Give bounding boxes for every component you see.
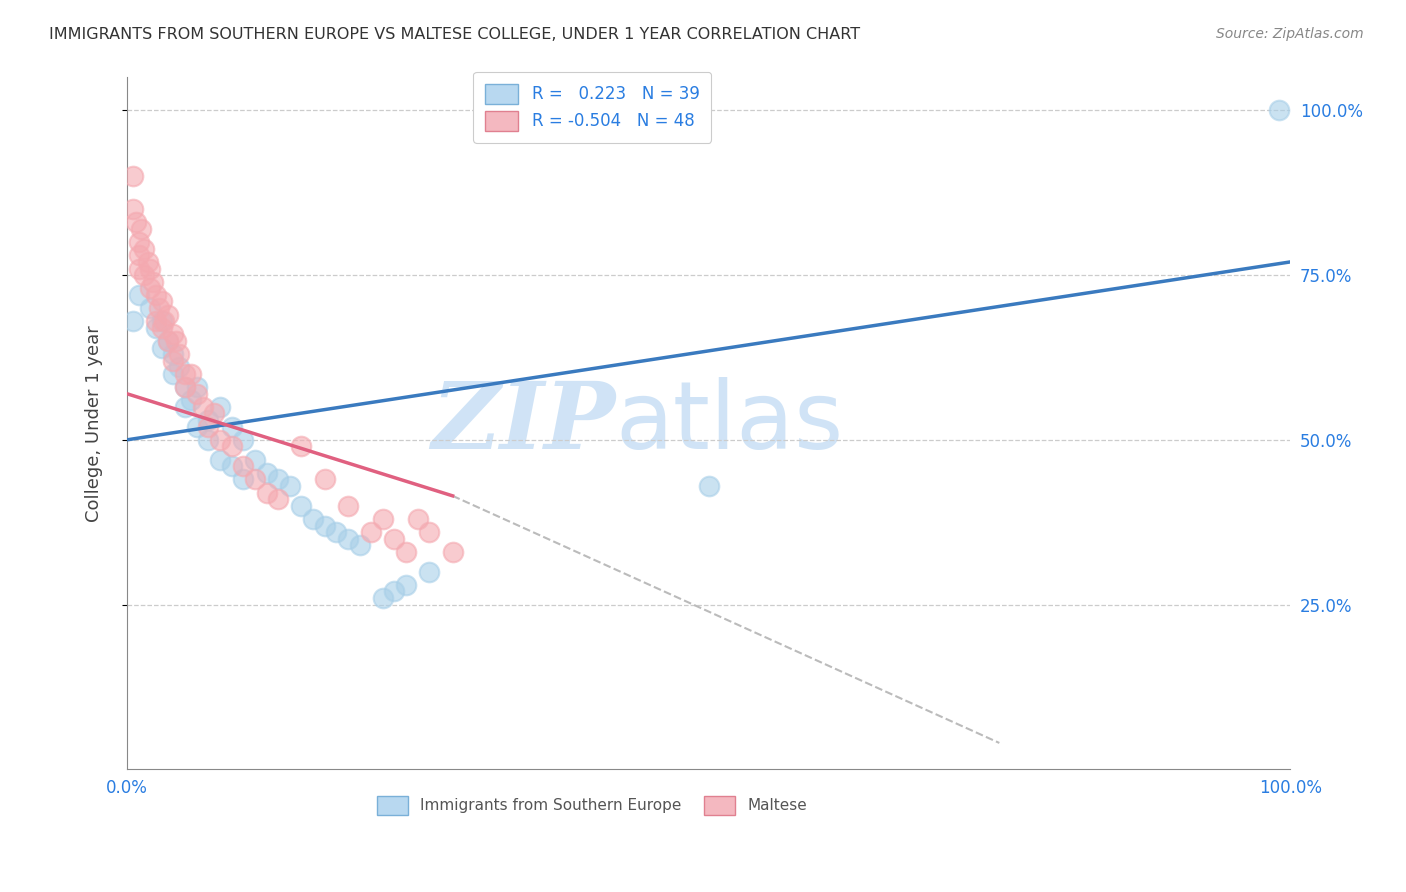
- Point: [128, 248, 150, 262]
- Point: [371, 512, 394, 526]
- Y-axis label: College, Under 1 year: College, Under 1 year: [86, 325, 103, 522]
- Point: [256, 466, 278, 480]
- Point: [441, 545, 464, 559]
- Point: [371, 591, 394, 605]
- Point: [186, 419, 208, 434]
- Point: [156, 308, 179, 322]
- Point: [139, 281, 162, 295]
- Point: [121, 314, 143, 328]
- Point: [336, 532, 359, 546]
- Point: [180, 393, 202, 408]
- Point: [153, 314, 176, 328]
- Text: Source: ZipAtlas.com: Source: ZipAtlas.com: [1216, 27, 1364, 41]
- Point: [232, 472, 254, 486]
- Point: [336, 499, 359, 513]
- Point: [121, 169, 143, 184]
- Point: [197, 413, 219, 427]
- Point: [221, 439, 243, 453]
- Point: [278, 479, 301, 493]
- Point: [208, 433, 231, 447]
- Point: [186, 386, 208, 401]
- Point: [162, 367, 184, 381]
- Point: [208, 452, 231, 467]
- Point: [202, 407, 225, 421]
- Point: [148, 301, 170, 315]
- Point: [156, 334, 179, 348]
- Point: [139, 261, 162, 276]
- Point: [150, 321, 173, 335]
- Point: [314, 472, 336, 486]
- Point: [174, 380, 197, 394]
- Point: [349, 538, 371, 552]
- Point: [136, 255, 159, 269]
- Point: [165, 334, 187, 348]
- Point: [174, 367, 197, 381]
- Point: [221, 419, 243, 434]
- Point: [197, 419, 219, 434]
- Text: ZIP: ZIP: [432, 378, 616, 468]
- Point: [384, 532, 406, 546]
- Point: [384, 584, 406, 599]
- Point: [256, 485, 278, 500]
- Point: [267, 492, 290, 507]
- Point: [150, 341, 173, 355]
- Point: [406, 512, 429, 526]
- Point: [302, 512, 325, 526]
- Point: [267, 472, 290, 486]
- Point: [145, 288, 167, 302]
- Point: [232, 459, 254, 474]
- Point: [125, 215, 148, 229]
- Point: [129, 222, 152, 236]
- Legend: Immigrants from Southern Europe, Maltese: Immigrants from Southern Europe, Maltese: [368, 787, 815, 824]
- Point: [167, 347, 190, 361]
- Point: [208, 400, 231, 414]
- Point: [128, 261, 150, 276]
- Point: [243, 472, 266, 486]
- Point: [243, 452, 266, 467]
- Text: IMMIGRANTS FROM SOUTHERN EUROPE VS MALTESE COLLEGE, UNDER 1 YEAR CORRELATION CHA: IMMIGRANTS FROM SOUTHERN EUROPE VS MALTE…: [49, 27, 860, 42]
- Point: [145, 321, 167, 335]
- Point: [139, 301, 162, 315]
- Point: [162, 327, 184, 342]
- Point: [134, 268, 156, 282]
- Point: [162, 353, 184, 368]
- Text: atlas: atlas: [616, 377, 844, 469]
- Point: [360, 525, 382, 540]
- Point: [232, 433, 254, 447]
- Point: [162, 347, 184, 361]
- Point: [395, 545, 418, 559]
- Point: [418, 525, 440, 540]
- Point: [121, 202, 143, 217]
- Point: [180, 367, 202, 381]
- Point: [174, 400, 197, 414]
- Point: [221, 459, 243, 474]
- Point: [186, 380, 208, 394]
- Point: [290, 499, 312, 513]
- Point: [156, 334, 179, 348]
- Point: [167, 360, 190, 375]
- Point: [150, 294, 173, 309]
- Point: [290, 439, 312, 453]
- Point: [395, 578, 418, 592]
- Point: [418, 565, 440, 579]
- Point: [314, 518, 336, 533]
- Point: [697, 479, 720, 493]
- Point: [128, 235, 150, 249]
- Point: [150, 314, 173, 328]
- Point: [128, 288, 150, 302]
- Point: [145, 314, 167, 328]
- Point: [197, 433, 219, 447]
- Point: [174, 380, 197, 394]
- Point: [325, 525, 347, 540]
- Point: [1267, 103, 1289, 118]
- Point: [134, 242, 156, 256]
- Point: [141, 275, 163, 289]
- Point: [191, 400, 214, 414]
